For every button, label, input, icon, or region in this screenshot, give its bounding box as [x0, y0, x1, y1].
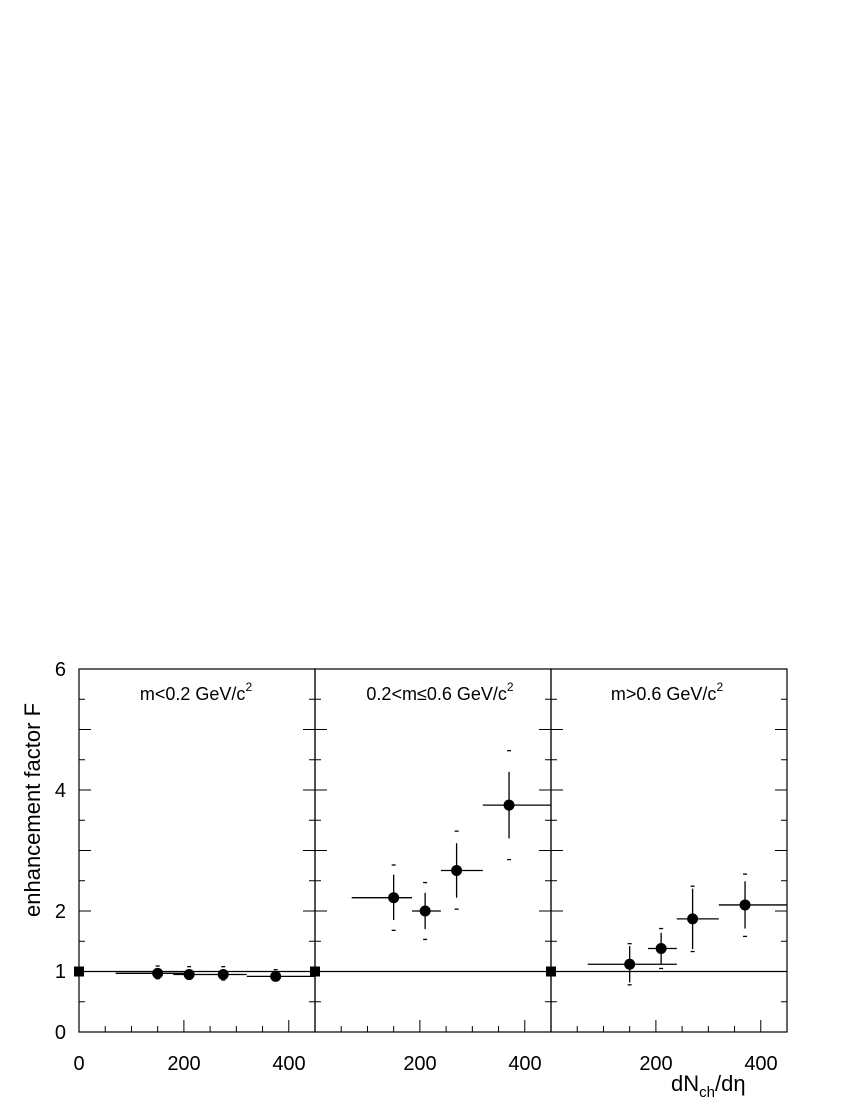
- x-tick-label-p1-400: 400: [272, 1053, 305, 1075]
- reference-marker: [546, 966, 556, 977]
- reference-marker: [74, 966, 84, 977]
- data-point: [739, 899, 751, 911]
- panel-titles: m<0.2 GeV/c2 0.2<m≤0.6 GeV/c2 m>0.6 GeV/…: [140, 680, 724, 704]
- data-point: [655, 943, 667, 955]
- panel-3-title: m>0.6 GeV/c2: [611, 680, 724, 704]
- plot-area: [74, 668, 788, 1033]
- x-tick-label-p2-400: 400: [508, 1053, 541, 1075]
- panel-2-title: 0.2<m≤0.6 GeV/c2: [366, 680, 513, 704]
- data-point: [183, 969, 195, 981]
- data-point: [217, 969, 229, 981]
- data-point: [152, 967, 164, 979]
- data-point: [270, 970, 282, 982]
- x-tick-label-p3-200: 200: [639, 1053, 672, 1075]
- x-tick-label-p1-200: 200: [167, 1053, 200, 1075]
- x-tick-label-p2-200: 200: [403, 1053, 436, 1075]
- panel-1-title: m<0.2 GeV/c2: [140, 680, 253, 704]
- x-tick-label-p3-400: 400: [744, 1053, 777, 1075]
- x-tick-label-p1-0: 0: [73, 1053, 84, 1075]
- data-point: [503, 799, 515, 811]
- y-tick-labels: 6 4 2 1 0: [55, 659, 66, 1044]
- data-point: [451, 864, 463, 876]
- y-tick-label-2: 2: [55, 901, 66, 923]
- data-point: [419, 905, 431, 917]
- y-tick-label-4: 4: [55, 780, 66, 802]
- data-point: [388, 892, 400, 904]
- reference-marker: [310, 966, 320, 977]
- data-point: [624, 958, 636, 970]
- y-axis-label: enhancement factor F: [20, 703, 45, 917]
- data-point: [687, 913, 699, 925]
- y-tick-label-0: 0: [55, 1022, 66, 1044]
- y-tick-label-1: 1: [55, 961, 66, 983]
- x-tick-labels: 0 200 400 200 400 200 400: [73, 1053, 777, 1075]
- x-axis-label: dNch/dη: [671, 1071, 746, 1100]
- panel-2-frame: [314, 668, 552, 1033]
- y-tick-label-6: 6: [55, 659, 66, 681]
- panel-3-frame: [550, 668, 788, 1033]
